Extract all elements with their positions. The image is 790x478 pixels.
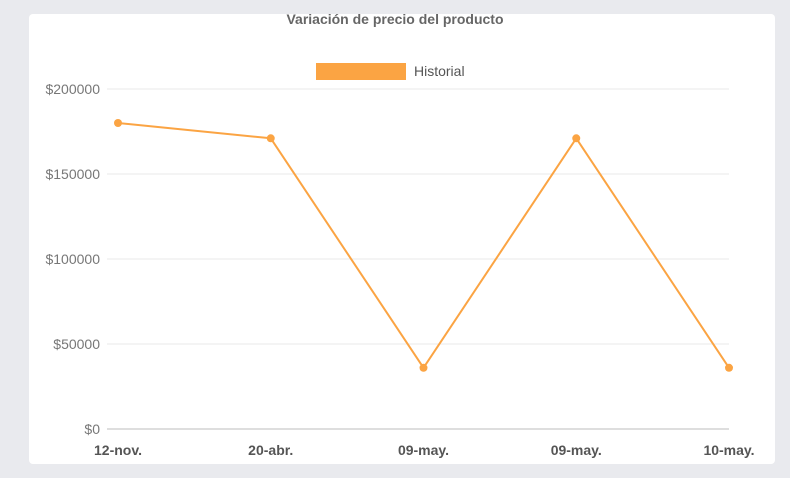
- y-tick-label: $150000: [45, 166, 100, 182]
- legend-swatch-historial: [316, 62, 406, 80]
- data-point[interactable]: [572, 134, 581, 143]
- x-tick-label: 20-abr.: [248, 442, 293, 458]
- data-point[interactable]: [114, 119, 122, 127]
- legend[interactable]: Historial: [316, 62, 465, 80]
- series-line: [117, 122, 730, 369]
- series-historial: [114, 119, 733, 372]
- legend-label-historial: Historial: [414, 63, 465, 79]
- x-tick-label: 09-may.: [551, 442, 602, 458]
- x-tick-label: 10-may.: [703, 442, 754, 458]
- chart-title: Variación de precio del producto: [286, 11, 504, 27]
- y-tick-label: $200000: [45, 81, 100, 97]
- gridlines: [107, 88, 729, 430]
- y-tick-label: $0: [84, 421, 100, 437]
- data-point[interactable]: [725, 363, 733, 372]
- data-point[interactable]: [266, 134, 275, 143]
- x-tick-label: 09-may.: [398, 442, 449, 458]
- y-tick-label: $50000: [53, 336, 100, 352]
- y-axis-ticks: $0 $50000 $100000 $150000 $200000: [45, 81, 100, 437]
- data-point[interactable]: [419, 363, 428, 372]
- y-tick-label: $100000: [45, 251, 100, 267]
- x-tick-label: 12-nov.: [94, 442, 142, 458]
- x-axis-ticks: 12-nov. 20-abr. 09-may. 09-may. 10-may.: [94, 442, 755, 458]
